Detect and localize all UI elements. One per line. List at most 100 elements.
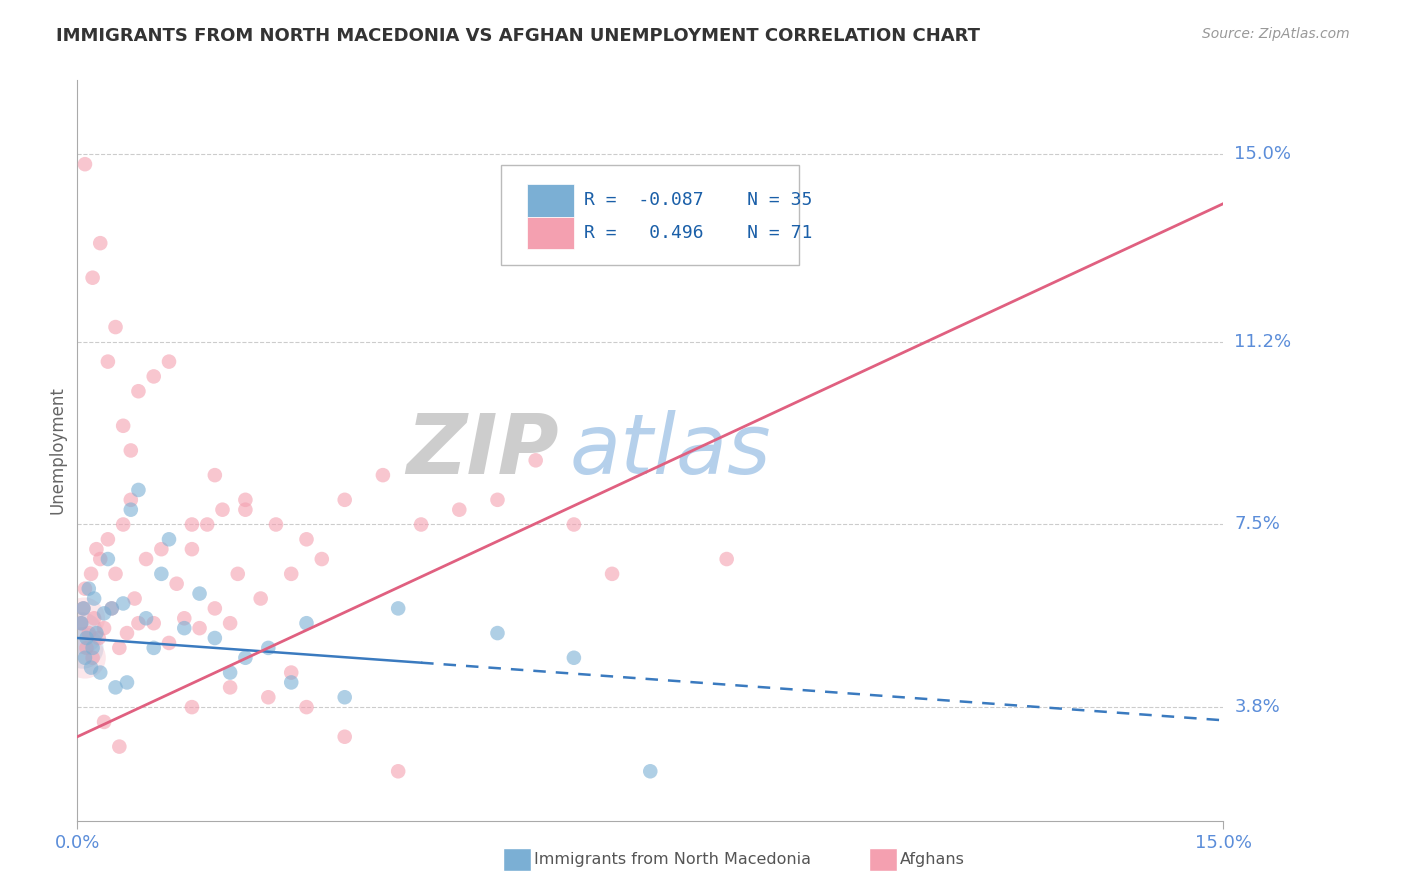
Point xyxy=(135,552,157,566)
Point xyxy=(77,582,100,596)
Point xyxy=(257,640,280,655)
Point xyxy=(295,533,318,547)
Point xyxy=(157,636,180,650)
Point xyxy=(180,700,202,714)
Text: Immigrants from North Macedonia: Immigrants from North Macedonia xyxy=(534,853,811,867)
Point xyxy=(97,552,120,566)
Point xyxy=(120,502,142,516)
Y-axis label: Unemployment: Unemployment xyxy=(48,386,66,515)
Point xyxy=(77,626,100,640)
Point xyxy=(280,665,302,680)
Point xyxy=(97,354,120,368)
Text: 7.5%: 7.5% xyxy=(1234,516,1281,533)
Point xyxy=(89,665,111,680)
Point xyxy=(157,533,180,547)
Point xyxy=(157,354,180,368)
Point xyxy=(115,626,138,640)
Point xyxy=(188,586,211,600)
Text: 11.2%: 11.2% xyxy=(1234,333,1292,351)
Point xyxy=(204,468,226,483)
Point xyxy=(486,492,509,507)
Point xyxy=(82,650,104,665)
Point xyxy=(411,517,433,532)
Point xyxy=(89,236,111,251)
Point xyxy=(333,690,356,705)
Point xyxy=(264,517,287,532)
Point xyxy=(89,552,111,566)
Point xyxy=(120,492,142,507)
Point xyxy=(80,566,103,581)
Point xyxy=(127,483,149,497)
Point xyxy=(76,631,98,645)
Point xyxy=(87,631,110,645)
FancyBboxPatch shape xyxy=(502,165,799,266)
Point xyxy=(716,552,738,566)
Point xyxy=(371,468,394,483)
Point xyxy=(100,601,122,615)
Point xyxy=(93,607,115,621)
Point xyxy=(73,650,96,665)
Point xyxy=(562,650,585,665)
Point xyxy=(600,566,623,581)
Point xyxy=(127,384,149,399)
Point xyxy=(86,626,108,640)
Point xyxy=(195,517,218,532)
Point xyxy=(188,621,211,635)
Point xyxy=(93,621,115,635)
Point xyxy=(257,690,280,705)
Point xyxy=(93,714,115,729)
Point xyxy=(524,453,547,467)
Text: Source: ZipAtlas.com: Source: ZipAtlas.com xyxy=(1202,27,1350,41)
Point xyxy=(127,616,149,631)
Point xyxy=(280,675,302,690)
Point xyxy=(76,640,98,655)
Text: IMMIGRANTS FROM NORTH MACEDONIA VS AFGHAN UNEMPLOYMENT CORRELATION CHART: IMMIGRANTS FROM NORTH MACEDONIA VS AFGHA… xyxy=(56,27,980,45)
Point xyxy=(226,566,249,581)
Point xyxy=(211,502,233,516)
Text: R =   0.496    N = 71: R = 0.496 N = 71 xyxy=(583,224,813,242)
Point xyxy=(135,611,157,625)
Point xyxy=(387,764,409,779)
Point xyxy=(104,566,127,581)
Point xyxy=(80,660,103,674)
Point xyxy=(219,665,242,680)
Text: 3.8%: 3.8% xyxy=(1234,698,1279,716)
Point xyxy=(112,418,135,433)
Point xyxy=(73,650,96,665)
Point xyxy=(235,492,257,507)
FancyBboxPatch shape xyxy=(526,184,574,217)
Text: 15.0%: 15.0% xyxy=(1234,145,1291,163)
Point xyxy=(97,533,120,547)
Point xyxy=(73,582,96,596)
Point xyxy=(70,616,93,631)
Point xyxy=(83,611,105,625)
Point xyxy=(486,626,509,640)
Point xyxy=(333,492,356,507)
Point xyxy=(82,640,104,655)
Point xyxy=(142,640,165,655)
Point xyxy=(104,320,127,334)
Point xyxy=(112,517,135,532)
Point xyxy=(112,597,135,611)
Point xyxy=(82,270,104,285)
Point xyxy=(219,616,242,631)
Point xyxy=(150,542,173,557)
Point xyxy=(180,542,202,557)
Point xyxy=(72,640,94,655)
Point xyxy=(333,730,356,744)
Point xyxy=(219,681,242,695)
Point xyxy=(295,700,318,714)
Point xyxy=(449,502,471,516)
Point xyxy=(235,502,257,516)
Point xyxy=(235,650,257,665)
Text: R =  -0.087    N = 35: R = -0.087 N = 35 xyxy=(583,191,813,210)
Point xyxy=(166,576,188,591)
Point xyxy=(100,601,122,615)
Point xyxy=(640,764,662,779)
Point xyxy=(173,621,195,635)
Point xyxy=(142,616,165,631)
Point xyxy=(83,591,105,606)
Text: Afghans: Afghans xyxy=(900,853,965,867)
Point xyxy=(108,739,131,754)
Point xyxy=(150,566,173,581)
